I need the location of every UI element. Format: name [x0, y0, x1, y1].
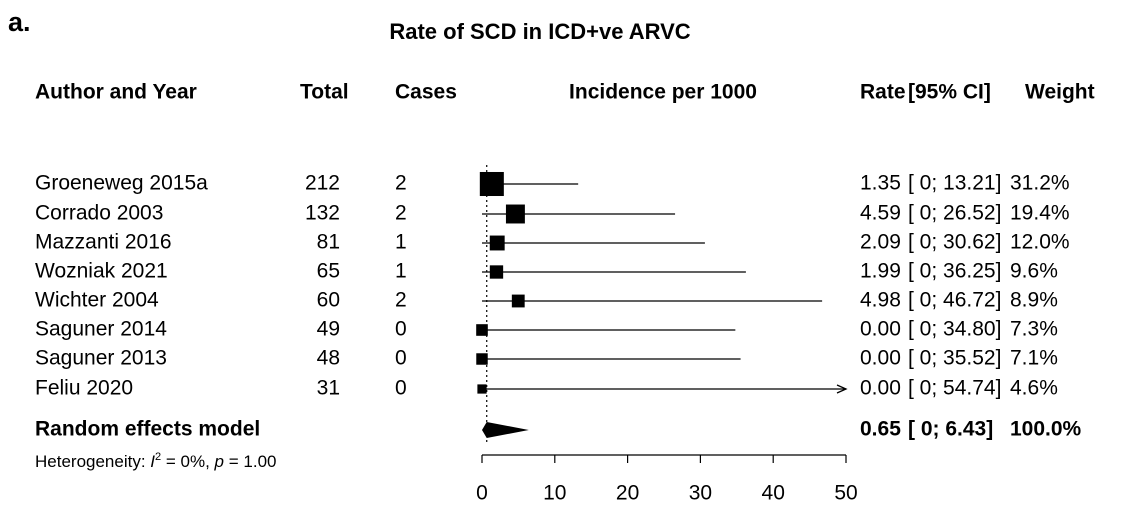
cases: 1 — [395, 260, 407, 283]
summary-rate: 0.65 — [860, 418, 901, 441]
weight-label: 9.6% — [1010, 260, 1058, 283]
rate: 4.59 — [860, 202, 901, 225]
rate: 0.00 — [860, 347, 901, 370]
ci-label: [ 0; 36.25] — [908, 260, 1001, 283]
column-header: Rate — [860, 81, 906, 104]
study-label: Corrado 2003 — [35, 202, 163, 225]
x-tick-label: 10 — [543, 482, 566, 505]
total: 48 — [317, 347, 340, 370]
heterogeneity: Heterogeneity: I2 = 0%, p = 1.00 — [35, 451, 276, 472]
total: 65 — [317, 260, 340, 283]
heterogeneity-part: Heterogeneity: — [35, 452, 150, 471]
weight-label: 19.4% — [1010, 202, 1070, 225]
ci-label: [ 0; 26.52] — [908, 202, 1001, 225]
ci-label: [ 0; 46.72] — [908, 289, 1001, 312]
point-estimate — [476, 353, 488, 365]
x-tick-label: 30 — [689, 482, 712, 505]
heterogeneity-part: = 1.00 — [224, 452, 276, 471]
heterogeneity-part: p — [214, 452, 224, 471]
summary-diamond — [482, 422, 529, 438]
summary-weight: 100.0% — [1010, 418, 1082, 441]
cases: 0 — [395, 377, 407, 400]
column-header: Total — [300, 81, 349, 104]
column-header: Author and Year — [35, 81, 197, 104]
weight-label: 31.2% — [1010, 172, 1070, 195]
ci-label: [ 0; 13.21] — [908, 172, 1001, 195]
weight-label: 4.6% — [1010, 377, 1058, 400]
ci-label: [ 0; 54.74] — [908, 377, 1001, 400]
weight-label: 7.1% — [1010, 347, 1058, 370]
ci-label: [ 0; 35.52] — [908, 347, 1001, 370]
cases: 0 — [395, 318, 407, 341]
study-label: Groeneweg 2015a — [35, 172, 208, 195]
total: 60 — [317, 289, 340, 312]
heterogeneity-part: 2 — [155, 451, 161, 463]
point-estimate — [511, 294, 525, 308]
point-estimate — [476, 324, 488, 336]
heterogeneity-part: I — [150, 452, 155, 471]
point-estimate — [505, 204, 525, 224]
cases: 2 — [395, 202, 407, 225]
study-label: Mazzanti 2016 — [35, 231, 172, 254]
total: 49 — [317, 318, 340, 341]
rate: 2.09 — [860, 231, 901, 254]
column-header: [95% CI] — [908, 81, 991, 104]
summary-ci: [ 0; 6.43] — [908, 418, 993, 441]
point-estimate — [489, 265, 504, 279]
study-label: Wozniak 2021 — [35, 260, 168, 283]
rate: 0.00 — [860, 318, 901, 341]
x-tick-label: 40 — [762, 482, 785, 505]
point-estimate — [479, 171, 504, 197]
rate: 0.00 — [860, 377, 901, 400]
rate: 1.35 — [860, 172, 901, 195]
study-label: Saguner 2014 — [35, 318, 167, 341]
weight-label: 8.9% — [1010, 289, 1058, 312]
weight-label: 7.3% — [1010, 318, 1058, 341]
total: 81 — [317, 231, 340, 254]
x-tick-label: 50 — [834, 482, 857, 505]
study-label: Feliu 2020 — [35, 377, 133, 400]
weight-label: 12.0% — [1010, 231, 1070, 254]
cases: 0 — [395, 347, 407, 370]
study-label: Wichter 2004 — [35, 289, 159, 312]
cases: 1 — [395, 231, 407, 254]
heterogeneity-part: = 0%, — [161, 452, 214, 471]
total: 132 — [305, 202, 340, 225]
column-header: Incidence per 1000 — [569, 81, 757, 104]
summary-label: Random effects model — [35, 418, 260, 441]
cases: 2 — [395, 289, 407, 312]
total: 31 — [317, 377, 340, 400]
study-label: Saguner 2013 — [35, 347, 167, 370]
total: 212 — [305, 172, 340, 195]
rate: 4.98 — [860, 289, 901, 312]
ci-label: [ 0; 34.80] — [908, 318, 1001, 341]
panel-label: a. — [8, 7, 31, 37]
cases: 2 — [395, 172, 407, 195]
point-estimate — [489, 235, 505, 251]
point-estimate — [477, 384, 487, 394]
rate: 1.99 — [860, 260, 901, 283]
x-tick-label: 20 — [616, 482, 639, 505]
ci-label: [ 0; 30.62] — [908, 231, 1001, 254]
column-header: Weight — [1025, 81, 1095, 104]
ci-arrow — [836, 384, 848, 394]
column-header: Cases — [395, 81, 457, 104]
chart-title: Rate of SCD in ICD+ve ARVC — [389, 19, 690, 44]
x-tick-label: 0 — [476, 482, 488, 505]
